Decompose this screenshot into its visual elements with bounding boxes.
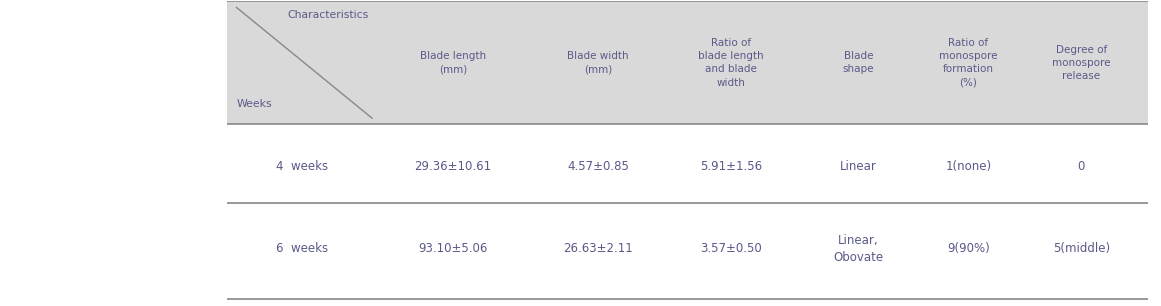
Text: Degree of
monospore
release: Degree of monospore release [1052, 45, 1111, 81]
Text: Characteristics: Characteristics [287, 10, 368, 21]
Text: 6  weeks: 6 weeks [276, 242, 329, 255]
Text: 5.91±1.56: 5.91±1.56 [700, 160, 762, 173]
Text: 93.10±5.06: 93.10±5.06 [418, 242, 488, 255]
Text: Blade length
(mm): Blade length (mm) [420, 51, 486, 74]
Text: Blade
shape: Blade shape [843, 51, 874, 74]
Text: Linear,
Obovate: Linear, Obovate [834, 233, 884, 263]
Text: 4.57±0.85: 4.57±0.85 [567, 160, 629, 173]
Text: 29.36±10.61: 29.36±10.61 [414, 160, 491, 173]
Text: 3.57±0.50: 3.57±0.50 [700, 242, 762, 255]
Text: Linear: Linear [841, 160, 877, 173]
Text: Blade width
(mm): Blade width (mm) [567, 51, 629, 74]
Text: 9(90%): 9(90%) [947, 242, 990, 255]
Text: Ratio of
monospore
formation
(%): Ratio of monospore formation (%) [939, 38, 997, 88]
Text: 5(middle): 5(middle) [1053, 242, 1110, 255]
FancyBboxPatch shape [228, 2, 1148, 124]
Text: 26.63±2.11: 26.63±2.11 [563, 242, 633, 255]
Text: 0: 0 [1077, 160, 1086, 173]
Text: 4  weeks: 4 weeks [276, 160, 329, 173]
Text: Weeks: Weeks [237, 99, 272, 109]
Text: 1(none): 1(none) [945, 160, 991, 173]
Text: Ratio of
blade length
and blade
width: Ratio of blade length and blade width [698, 38, 764, 88]
